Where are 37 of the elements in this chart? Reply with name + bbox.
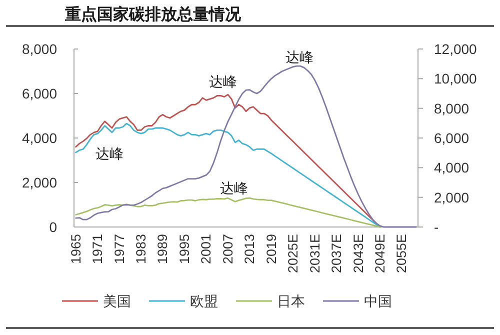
- y-tick-label: 8,000: [22, 41, 57, 57]
- x-tick-label: 1971: [90, 234, 106, 264]
- y2-tick-label: 8,000: [434, 100, 470, 116]
- x-tick-label: 1983: [134, 234, 148, 264]
- annotation: 达峰: [220, 180, 248, 196]
- y2-tick-label: 10,000: [434, 70, 477, 87]
- x-tick-label: 1995: [176, 234, 192, 264]
- y2-tick-label: -: [434, 219, 439, 235]
- annotation: 达峰: [286, 49, 314, 66]
- y-tick-label: 6,000: [22, 86, 57, 102]
- x-tick-label: 2007: [220, 234, 236, 264]
- x-tick-label: 2031E: [307, 234, 322, 274]
- x-tick-label: 2025E: [286, 234, 301, 274]
- y-tick-label: 4,000: [22, 130, 57, 146]
- x-tick-label: 1965: [68, 234, 84, 264]
- annotation: 达峰: [96, 146, 124, 162]
- x-tick-label: 1977: [112, 234, 127, 264]
- y-tick-label: 0: [49, 219, 57, 235]
- legend-label: 美国: [103, 293, 131, 309]
- legend-label: 中国: [364, 293, 392, 309]
- legend-label: 欧盟: [190, 293, 218, 309]
- x-tick-label: 2043E: [350, 234, 366, 274]
- x-tick-label: 2055E: [394, 234, 410, 274]
- x-tick-label: 2037E: [329, 234, 344, 274]
- x-tick-label: 2013: [242, 234, 258, 264]
- annotation: 达峰: [208, 74, 237, 90]
- x-tick-label: 1989: [155, 234, 170, 264]
- y2-tick-label: 4,000: [434, 160, 470, 176]
- y-tick-label: 2,000: [22, 174, 57, 190]
- y2-tick-label: 2,000: [434, 189, 470, 206]
- title: 重点国家碳排放总量情况: [65, 6, 241, 24]
- y2-tick-label: 12,000: [434, 41, 477, 57]
- y2-tick-label: 6,000: [434, 130, 470, 146]
- x-tick-label: 2019: [264, 234, 279, 264]
- legend-label: 日本: [277, 293, 305, 309]
- x-tick-label: 2049E: [372, 234, 388, 274]
- x-tick-label: 2001: [198, 234, 214, 264]
